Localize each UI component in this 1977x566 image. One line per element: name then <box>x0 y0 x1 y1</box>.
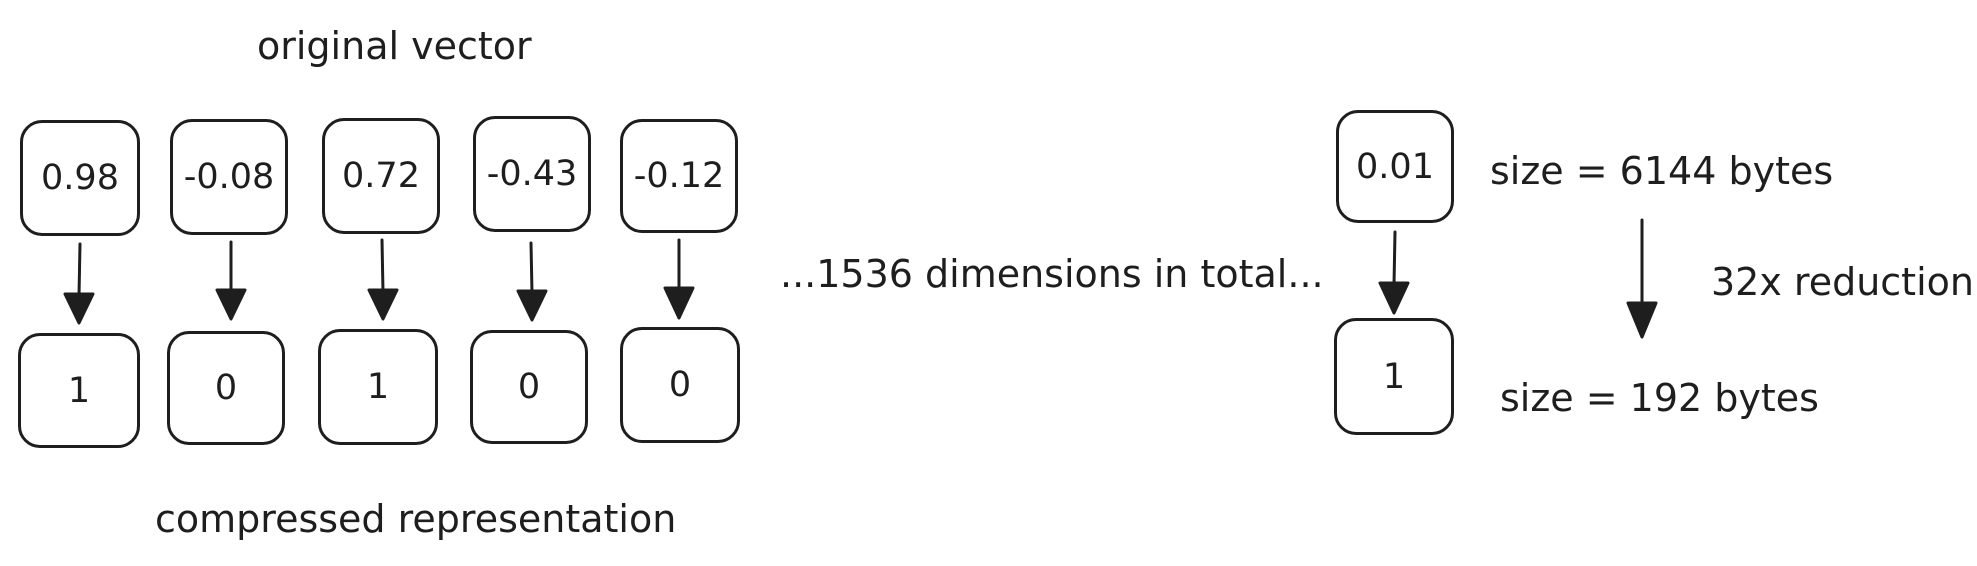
down-arrow <box>663 238 695 320</box>
example-original-box: 0.01 <box>1336 110 1454 223</box>
compressed-value-box: 0 <box>470 330 588 444</box>
reduction-arrow <box>1626 218 1658 339</box>
reduction-label: 32x reduction <box>1711 260 1974 304</box>
down-arrow <box>516 241 548 322</box>
original-value: 0.72 <box>342 156 420 196</box>
compressed-value: 0 <box>668 365 692 405</box>
original-value-box: -0.43 <box>473 116 591 232</box>
size-before-label: size = 6144 bytes <box>1490 149 1834 193</box>
original-value-box: 0.98 <box>20 120 140 236</box>
compressed-value-box: 1 <box>318 329 438 445</box>
original-value: 0.98 <box>41 158 119 198</box>
down-arrow <box>1378 230 1410 315</box>
compressed-value: 0 <box>214 368 238 408</box>
size-after-label: size = 192 bytes <box>1500 376 1819 420</box>
example-compressed-box: 1 <box>1334 318 1454 435</box>
compressed-value-box: 0 <box>167 331 285 445</box>
original-value-box: 0.72 <box>322 118 440 234</box>
compressed-value-box: 1 <box>18 333 140 448</box>
down-arrow <box>367 238 399 321</box>
original-value: -0.08 <box>183 157 275 197</box>
original-value: -0.43 <box>486 154 578 194</box>
compressed-value: 0 <box>517 367 541 407</box>
compressed-value-box: 0 <box>620 327 740 443</box>
example-compressed-value: 1 <box>1382 356 1406 397</box>
original-value: -0.12 <box>633 156 725 196</box>
down-arrow <box>215 240 247 321</box>
original-vector-title: original vector <box>257 24 532 68</box>
original-value-box: -0.12 <box>620 119 738 233</box>
compressed-value: 1 <box>67 370 91 411</box>
example-original-value: 0.01 <box>1356 146 1434 187</box>
compressed-value: 1 <box>366 367 390 407</box>
dimensions-note: ...1536 dimensions in total... <box>780 252 1324 296</box>
compressed-representation-title: compressed representation <box>155 497 677 541</box>
down-arrow <box>63 242 95 325</box>
original-value-box: -0.08 <box>170 119 288 235</box>
